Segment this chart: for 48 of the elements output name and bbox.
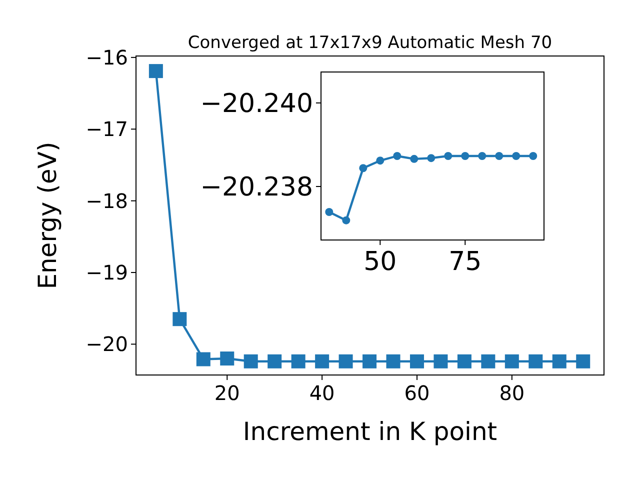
point	[376, 156, 384, 165]
point	[461, 152, 470, 160]
point	[393, 152, 402, 160]
x-tick-label: 50	[364, 247, 397, 278]
point	[495, 152, 504, 160]
y-tick-label: −19	[86, 260, 128, 284]
point	[481, 354, 496, 368]
point	[444, 152, 452, 160]
y-axis-title: Energy (eV)	[33, 142, 62, 290]
point	[196, 352, 210, 366]
point	[220, 352, 234, 366]
point	[434, 354, 448, 368]
y-tick-label: −20.240	[200, 89, 313, 120]
x-tick-label: 40	[309, 381, 335, 405]
x-tick-label: 75	[448, 247, 482, 278]
point	[410, 354, 424, 368]
point	[410, 154, 418, 163]
point	[325, 208, 334, 216]
point	[457, 354, 472, 368]
y-tick-label: −20	[86, 332, 128, 356]
point	[478, 152, 486, 160]
x-tick-label: 60	[404, 381, 430, 405]
point	[504, 354, 519, 368]
y-tick-label: −17	[86, 117, 128, 142]
point	[148, 64, 163, 78]
point	[528, 354, 543, 368]
point	[291, 354, 306, 368]
x-axis-title: Increment in K point	[242, 417, 498, 446]
x-tick-label: 80	[499, 381, 525, 405]
chart-title: Converged at 17x17x9 Automatic Mesh 70	[188, 33, 552, 53]
point	[244, 354, 258, 368]
point	[552, 354, 566, 368]
point	[315, 354, 330, 368]
point	[338, 354, 353, 368]
point	[362, 354, 377, 368]
point	[386, 354, 400, 368]
point	[342, 216, 350, 224]
point	[427, 154, 436, 162]
y-tick-label: −18	[86, 188, 128, 213]
y-tick-label: −16	[86, 45, 128, 70]
point	[576, 354, 590, 368]
y-tick-label: −20.238	[200, 172, 313, 203]
point	[529, 152, 538, 160]
point	[172, 312, 187, 326]
point	[268, 354, 282, 368]
point	[359, 164, 368, 172]
point	[512, 152, 520, 160]
x-tick-label: 20	[214, 381, 240, 405]
